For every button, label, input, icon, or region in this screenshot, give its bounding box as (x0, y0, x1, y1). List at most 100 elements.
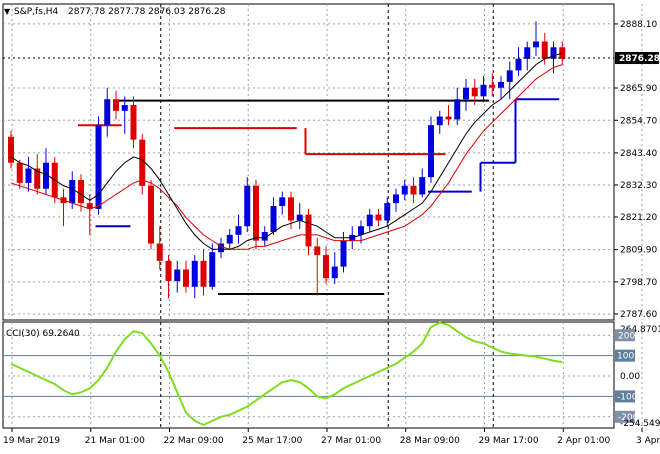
candle-body[interactable] (156, 243, 163, 261)
candle-body[interactable] (209, 252, 216, 287)
chart-header-arrow-icon[interactable]: ▼ (4, 7, 11, 16)
candle-body[interactable] (436, 116, 443, 126)
candle-body[interactable] (43, 162, 49, 189)
candle-body[interactable] (121, 105, 128, 111)
candle-body[interactable] (183, 269, 189, 287)
cci-min-label: -254.5499 (620, 419, 660, 429)
candle-body[interactable] (533, 41, 539, 48)
moving-averages (10, 52, 563, 250)
candle-body[interactable] (445, 116, 452, 120)
candle-body[interactable] (86, 203, 93, 209)
time-tick-label: 19 Mar 2019 (3, 436, 60, 446)
candle-body[interactable] (471, 87, 478, 97)
cci-line (10, 321, 563, 427)
candle-body[interactable] (524, 47, 531, 59)
candle-body[interactable] (200, 260, 207, 287)
price-tick-label: 2821.20 (620, 213, 657, 223)
price-tick-label: 2854.70 (620, 116, 657, 126)
candle-body[interactable] (384, 203, 391, 221)
stop-levels (78, 98, 560, 228)
candle-body[interactable] (16, 162, 23, 183)
candle-body[interactable] (331, 266, 338, 279)
candle-body[interactable] (191, 260, 198, 287)
candle-body[interactable] (235, 226, 242, 235)
candle-body[interactable] (489, 84, 496, 88)
candle-body[interactable] (340, 240, 347, 267)
candle-body[interactable] (305, 214, 312, 247)
cci-panel (10, 321, 563, 427)
axes: 2888.10 2865.90 2854.70 2843.40 2832.30 2821.… (3, 20, 660, 446)
candle-body[interactable] (165, 260, 172, 282)
candle-body[interactable] (25, 168, 32, 183)
time-tick-label: 28 Mar 09:00 (400, 436, 460, 446)
cci-level-badge (615, 349, 635, 362)
candle-body[interactable] (366, 214, 373, 227)
candle-body[interactable] (375, 214, 382, 221)
ma-slow-line (10, 64, 563, 250)
candle-body[interactable] (401, 185, 408, 195)
candle-body[interactable] (288, 197, 294, 221)
candles (8, 21, 566, 299)
candle-body[interactable] (454, 99, 461, 120)
candle-body[interactable] (393, 194, 399, 204)
candle-body[interactable] (428, 125, 434, 178)
candle-body[interactable] (515, 58, 522, 71)
price-tick-label: 2787.60 (620, 310, 657, 320)
candle-body[interactable] (226, 234, 233, 244)
candle-body[interactable] (95, 125, 102, 209)
candle-body[interactable] (410, 185, 417, 195)
price-tick-label: 2832.30 (620, 181, 657, 191)
candle-body[interactable] (498, 81, 504, 88)
candle-body[interactable] (279, 197, 286, 207)
chart-header-symbol: S&P,fs,H4 (14, 7, 59, 17)
candle-body[interactable] (148, 185, 154, 244)
candle-body[interactable] (559, 47, 566, 59)
candle-body[interactable] (130, 105, 137, 140)
candle-body[interactable] (261, 231, 268, 241)
cci-level-badge (615, 390, 635, 403)
price-tick-label: 2809.90 (620, 246, 657, 256)
candle-body[interactable] (218, 243, 224, 253)
candle-body[interactable] (550, 47, 557, 59)
time-tick-label: 3 Apr 09:00 (636, 436, 660, 446)
candle-body[interactable] (463, 87, 469, 100)
candle-body[interactable] (314, 246, 321, 256)
candle-body[interactable] (270, 206, 277, 232)
candle-body[interactable] (358, 226, 364, 235)
candle-body[interactable] (323, 255, 329, 279)
time-tick-label: 29 Mar 17:00 (479, 436, 539, 446)
candle-body[interactable] (113, 99, 119, 111)
candle-body[interactable] (69, 180, 76, 204)
candle-body[interactable] (78, 180, 84, 204)
candle-body[interactable] (244, 185, 251, 227)
time-tick-label: 25 Mar 17:00 (242, 436, 302, 446)
candle-body[interactable] (506, 70, 513, 82)
time-tick-label: 2 Apr 01:00 (557, 436, 610, 446)
cci-level-badge (615, 410, 635, 423)
current-price-badge (615, 52, 659, 65)
candle-body[interactable] (296, 214, 303, 221)
candle-body[interactable] (541, 41, 548, 59)
candle-body[interactable] (253, 185, 259, 241)
cci-max-label: 264.8701 (620, 325, 660, 335)
candle-body[interactable] (34, 168, 41, 189)
candle-body[interactable] (174, 269, 181, 282)
candle-body[interactable] (8, 136, 14, 163)
price-tick-label: 2843.40 (620, 149, 657, 159)
candle-body[interactable] (419, 177, 426, 195)
cci-label: CCI(30) 69.2640 (6, 329, 80, 339)
chart-header-ohlc: 2877.78 2877.78 2876.03 2876.28 (68, 7, 226, 17)
cci-level-badge-label: -200 (618, 413, 639, 423)
candle-body[interactable] (139, 139, 146, 186)
candle-body[interactable] (480, 84, 487, 97)
price-tick-label: 2888.10 (620, 20, 657, 30)
current-price-label: 2876.28 (619, 54, 660, 64)
cci-level-badge-label: -100 (617, 392, 638, 402)
main-plot-area[interactable] (2, 3, 615, 321)
cci-plot-area[interactable] (2, 321, 615, 429)
time-tick-label: 22 Mar 09:00 (164, 436, 224, 446)
candle-body[interactable] (104, 99, 111, 126)
time-tick-label: 21 Mar 01:00 (85, 436, 145, 446)
